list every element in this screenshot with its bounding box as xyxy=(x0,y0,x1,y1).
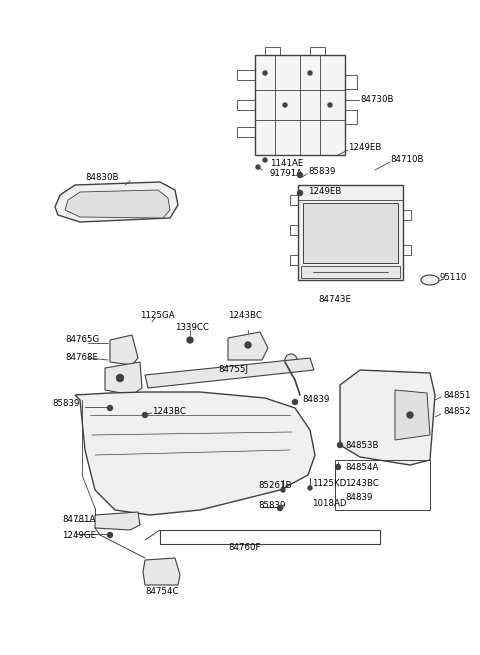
Text: 84755J: 84755J xyxy=(218,365,248,375)
Text: 84851: 84851 xyxy=(443,390,470,400)
Text: 1249EB: 1249EB xyxy=(308,187,341,195)
Text: 84730B: 84730B xyxy=(360,96,394,105)
Circle shape xyxy=(108,533,112,538)
Circle shape xyxy=(245,342,251,348)
Circle shape xyxy=(337,443,343,447)
Circle shape xyxy=(298,172,302,178)
Bar xyxy=(255,55,345,155)
Bar xyxy=(303,203,398,263)
Text: 1141AE: 1141AE xyxy=(270,160,303,168)
Ellipse shape xyxy=(285,354,297,366)
Bar xyxy=(237,70,255,80)
Bar xyxy=(237,127,255,137)
Bar xyxy=(310,47,325,55)
Text: 1125KD: 1125KD xyxy=(312,479,346,489)
Bar xyxy=(160,530,380,544)
Circle shape xyxy=(277,506,283,510)
Bar xyxy=(298,185,403,280)
Circle shape xyxy=(187,337,193,343)
Text: 1249EB: 1249EB xyxy=(348,143,382,153)
Bar xyxy=(345,75,357,89)
Circle shape xyxy=(263,71,267,75)
Circle shape xyxy=(281,488,285,492)
Text: 85839: 85839 xyxy=(308,166,336,176)
Text: 1243BC: 1243BC xyxy=(345,479,379,487)
Bar xyxy=(290,225,298,235)
Ellipse shape xyxy=(421,275,439,285)
Bar xyxy=(403,245,411,255)
Ellipse shape xyxy=(352,404,384,442)
Polygon shape xyxy=(395,390,430,440)
Text: 84710B: 84710B xyxy=(390,155,423,164)
Ellipse shape xyxy=(359,412,377,434)
Circle shape xyxy=(256,165,260,169)
Circle shape xyxy=(328,103,332,107)
Text: 85839: 85839 xyxy=(258,502,286,510)
Text: 95110: 95110 xyxy=(440,274,468,282)
Text: 1243BC: 1243BC xyxy=(228,312,262,320)
Text: 85261B: 85261B xyxy=(258,481,291,491)
Polygon shape xyxy=(95,512,140,530)
Circle shape xyxy=(283,103,287,107)
Text: 85839: 85839 xyxy=(53,400,80,409)
Bar xyxy=(335,460,430,510)
Bar xyxy=(301,266,400,278)
Bar xyxy=(403,210,411,220)
Circle shape xyxy=(407,412,413,418)
Circle shape xyxy=(308,486,312,490)
Text: 84754C: 84754C xyxy=(145,588,179,597)
Circle shape xyxy=(108,405,112,411)
Text: 84839: 84839 xyxy=(345,493,372,502)
Polygon shape xyxy=(65,190,170,218)
Circle shape xyxy=(263,158,267,162)
Text: 91791A: 91791A xyxy=(270,170,303,179)
Polygon shape xyxy=(340,370,435,465)
Polygon shape xyxy=(228,332,268,360)
Text: 84768E: 84768E xyxy=(65,354,98,362)
Bar xyxy=(237,100,255,110)
Circle shape xyxy=(143,413,147,417)
Text: 84839: 84839 xyxy=(302,396,329,405)
Text: 84852: 84852 xyxy=(443,407,470,417)
Polygon shape xyxy=(75,392,315,515)
Text: 1243BC: 1243BC xyxy=(152,407,186,417)
Text: 84760F: 84760F xyxy=(229,544,261,553)
Text: 84854A: 84854A xyxy=(345,462,378,472)
Circle shape xyxy=(292,400,298,405)
Text: 84781A: 84781A xyxy=(62,515,96,525)
Text: 84765G: 84765G xyxy=(65,335,99,345)
Bar xyxy=(265,47,280,55)
Polygon shape xyxy=(105,362,142,395)
Bar xyxy=(290,255,298,265)
Polygon shape xyxy=(143,558,180,585)
Text: 84853B: 84853B xyxy=(345,441,379,449)
Text: 1339CC: 1339CC xyxy=(175,324,209,333)
Polygon shape xyxy=(110,335,138,365)
Polygon shape xyxy=(145,358,314,388)
Text: 1125GA: 1125GA xyxy=(140,312,175,320)
Circle shape xyxy=(308,71,312,75)
Polygon shape xyxy=(55,182,178,222)
Text: 84743E: 84743E xyxy=(318,295,351,305)
Circle shape xyxy=(117,375,123,381)
Circle shape xyxy=(298,191,302,195)
Bar xyxy=(345,110,357,124)
Circle shape xyxy=(336,464,340,470)
Text: 1018AD: 1018AD xyxy=(312,498,347,508)
Text: 1249GE: 1249GE xyxy=(62,531,96,540)
Bar xyxy=(290,195,298,205)
Text: 84830B: 84830B xyxy=(85,174,119,183)
